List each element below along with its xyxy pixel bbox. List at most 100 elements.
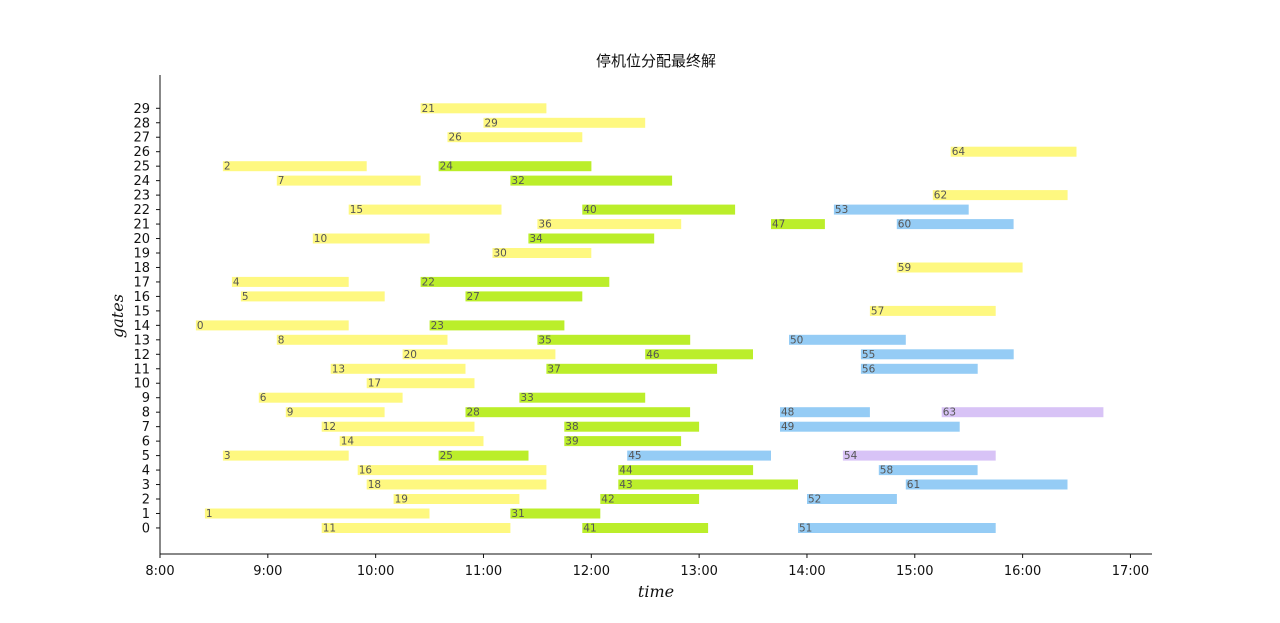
flight-label-22: 22	[422, 276, 435, 288]
x-tick-label-9: 17:00	[1112, 564, 1149, 579]
flight-bar-4	[231, 276, 349, 287]
flight-bar-43	[618, 479, 798, 490]
y-tick-label-24: 24	[133, 174, 150, 189]
x-tick-label-6: 14:00	[788, 564, 825, 579]
flight-label-10: 10	[314, 233, 327, 245]
flight-bar-18	[366, 479, 547, 490]
flight-bar-3	[222, 450, 349, 461]
flight-label-25: 25	[440, 450, 453, 462]
flight-label-9: 9	[287, 407, 294, 419]
flight-label-63: 63	[943, 407, 956, 419]
flight-label-7: 7	[278, 175, 285, 187]
flight-bar-0	[195, 320, 349, 331]
bar-labels-layer: 0123456789101112131415161718192021222324…	[197, 103, 965, 535]
flight-label-31: 31	[511, 508, 524, 520]
y-tick-label-6: 6	[142, 435, 150, 450]
flight-bar-45	[627, 450, 771, 461]
flight-bar-15	[348, 204, 502, 215]
flight-label-17: 17	[368, 378, 381, 390]
x-tick-label-8: 16:00	[1004, 564, 1041, 579]
flight-label-57: 57	[871, 305, 884, 317]
flight-label-4: 4	[233, 276, 240, 288]
flight-bar-32	[510, 175, 673, 186]
flight-bar-51	[798, 523, 996, 533]
flight-bar-41	[582, 523, 709, 533]
flight-bar-17	[366, 378, 475, 389]
flight-bar-11	[321, 523, 511, 533]
y-tick-label-5: 5	[142, 449, 150, 464]
flight-label-49: 49	[781, 421, 794, 433]
flight-label-43: 43	[619, 479, 632, 491]
flight-label-46: 46	[646, 349, 660, 361]
flight-label-37: 37	[547, 363, 560, 375]
flight-bar-56	[860, 363, 978, 374]
flight-bar-57	[869, 305, 996, 316]
flight-label-32: 32	[511, 175, 524, 187]
y-tick-label-3: 3	[142, 478, 150, 493]
flight-label-48: 48	[781, 407, 794, 419]
y-tick-label-0: 0	[142, 521, 150, 536]
y-tick-label-27: 27	[133, 131, 150, 146]
flight-label-1: 1	[206, 508, 213, 520]
y-tick-label-7: 7	[142, 420, 150, 435]
flight-bar-12	[321, 421, 475, 432]
flight-label-64: 64	[952, 146, 966, 158]
flight-label-58: 58	[880, 465, 893, 477]
flight-label-23: 23	[431, 320, 444, 332]
flight-bar-42	[600, 494, 700, 504]
flight-bar-7	[276, 175, 421, 186]
flight-bar-31	[510, 508, 601, 519]
y-tick-label-13: 13	[133, 333, 150, 348]
flight-label-54: 54	[844, 450, 858, 462]
flight-label-26: 26	[449, 132, 463, 144]
flight-label-8: 8	[278, 334, 285, 346]
flight-bar-22	[420, 276, 610, 287]
flight-bar-33	[519, 392, 646, 403]
flight-bar-46	[645, 349, 753, 360]
y-tick-label-20: 20	[133, 232, 150, 247]
flight-bar-40	[582, 204, 736, 215]
flight-label-21: 21	[422, 103, 435, 115]
y-tick-label-22: 22	[133, 203, 150, 218]
flight-bar-39	[564, 436, 682, 447]
flight-label-45: 45	[628, 450, 641, 462]
flight-label-0: 0	[197, 320, 204, 332]
flight-label-40: 40	[583, 204, 596, 216]
bars-layer	[195, 103, 1104, 533]
flight-label-6: 6	[260, 392, 267, 404]
flight-bar-1	[204, 508, 430, 519]
flight-label-35: 35	[538, 334, 551, 346]
flight-bar-6	[258, 392, 403, 403]
flight-bar-48	[780, 407, 870, 418]
flight-bar-61	[905, 479, 1068, 490]
flight-bar-13	[330, 363, 466, 374]
y-tick-label-10: 10	[133, 377, 150, 392]
flight-bar-54	[842, 450, 996, 461]
flight-label-59: 59	[898, 262, 911, 274]
flight-label-47: 47	[772, 219, 785, 231]
flight-bar-26	[447, 132, 583, 143]
flight-bar-60	[896, 219, 1014, 230]
flight-label-61: 61	[907, 479, 920, 491]
y-tick-label-9: 9	[142, 391, 150, 406]
y-tick-label-4: 4	[142, 464, 150, 479]
x-tick-label-2: 10:00	[357, 564, 394, 579]
flight-bar-62	[932, 190, 1068, 201]
flight-bar-63	[941, 407, 1104, 418]
y-tick-label-1: 1	[142, 507, 150, 522]
flight-label-11: 11	[323, 523, 336, 535]
flight-bar-16	[357, 465, 547, 476]
flight-label-19: 19	[395, 494, 408, 506]
flight-label-50: 50	[790, 334, 803, 346]
flight-bar-8	[276, 334, 448, 345]
flight-label-51: 51	[799, 523, 812, 535]
y-tick-label-8: 8	[142, 406, 150, 421]
flight-bar-53	[833, 204, 969, 215]
y-tick-label-17: 17	[133, 275, 150, 290]
flight-label-15: 15	[350, 204, 363, 216]
flight-bar-58	[878, 465, 978, 476]
y-tick-label-15: 15	[133, 304, 150, 319]
flight-label-18: 18	[368, 479, 381, 491]
flight-bar-10	[312, 233, 430, 244]
flight-bar-19	[393, 494, 520, 504]
